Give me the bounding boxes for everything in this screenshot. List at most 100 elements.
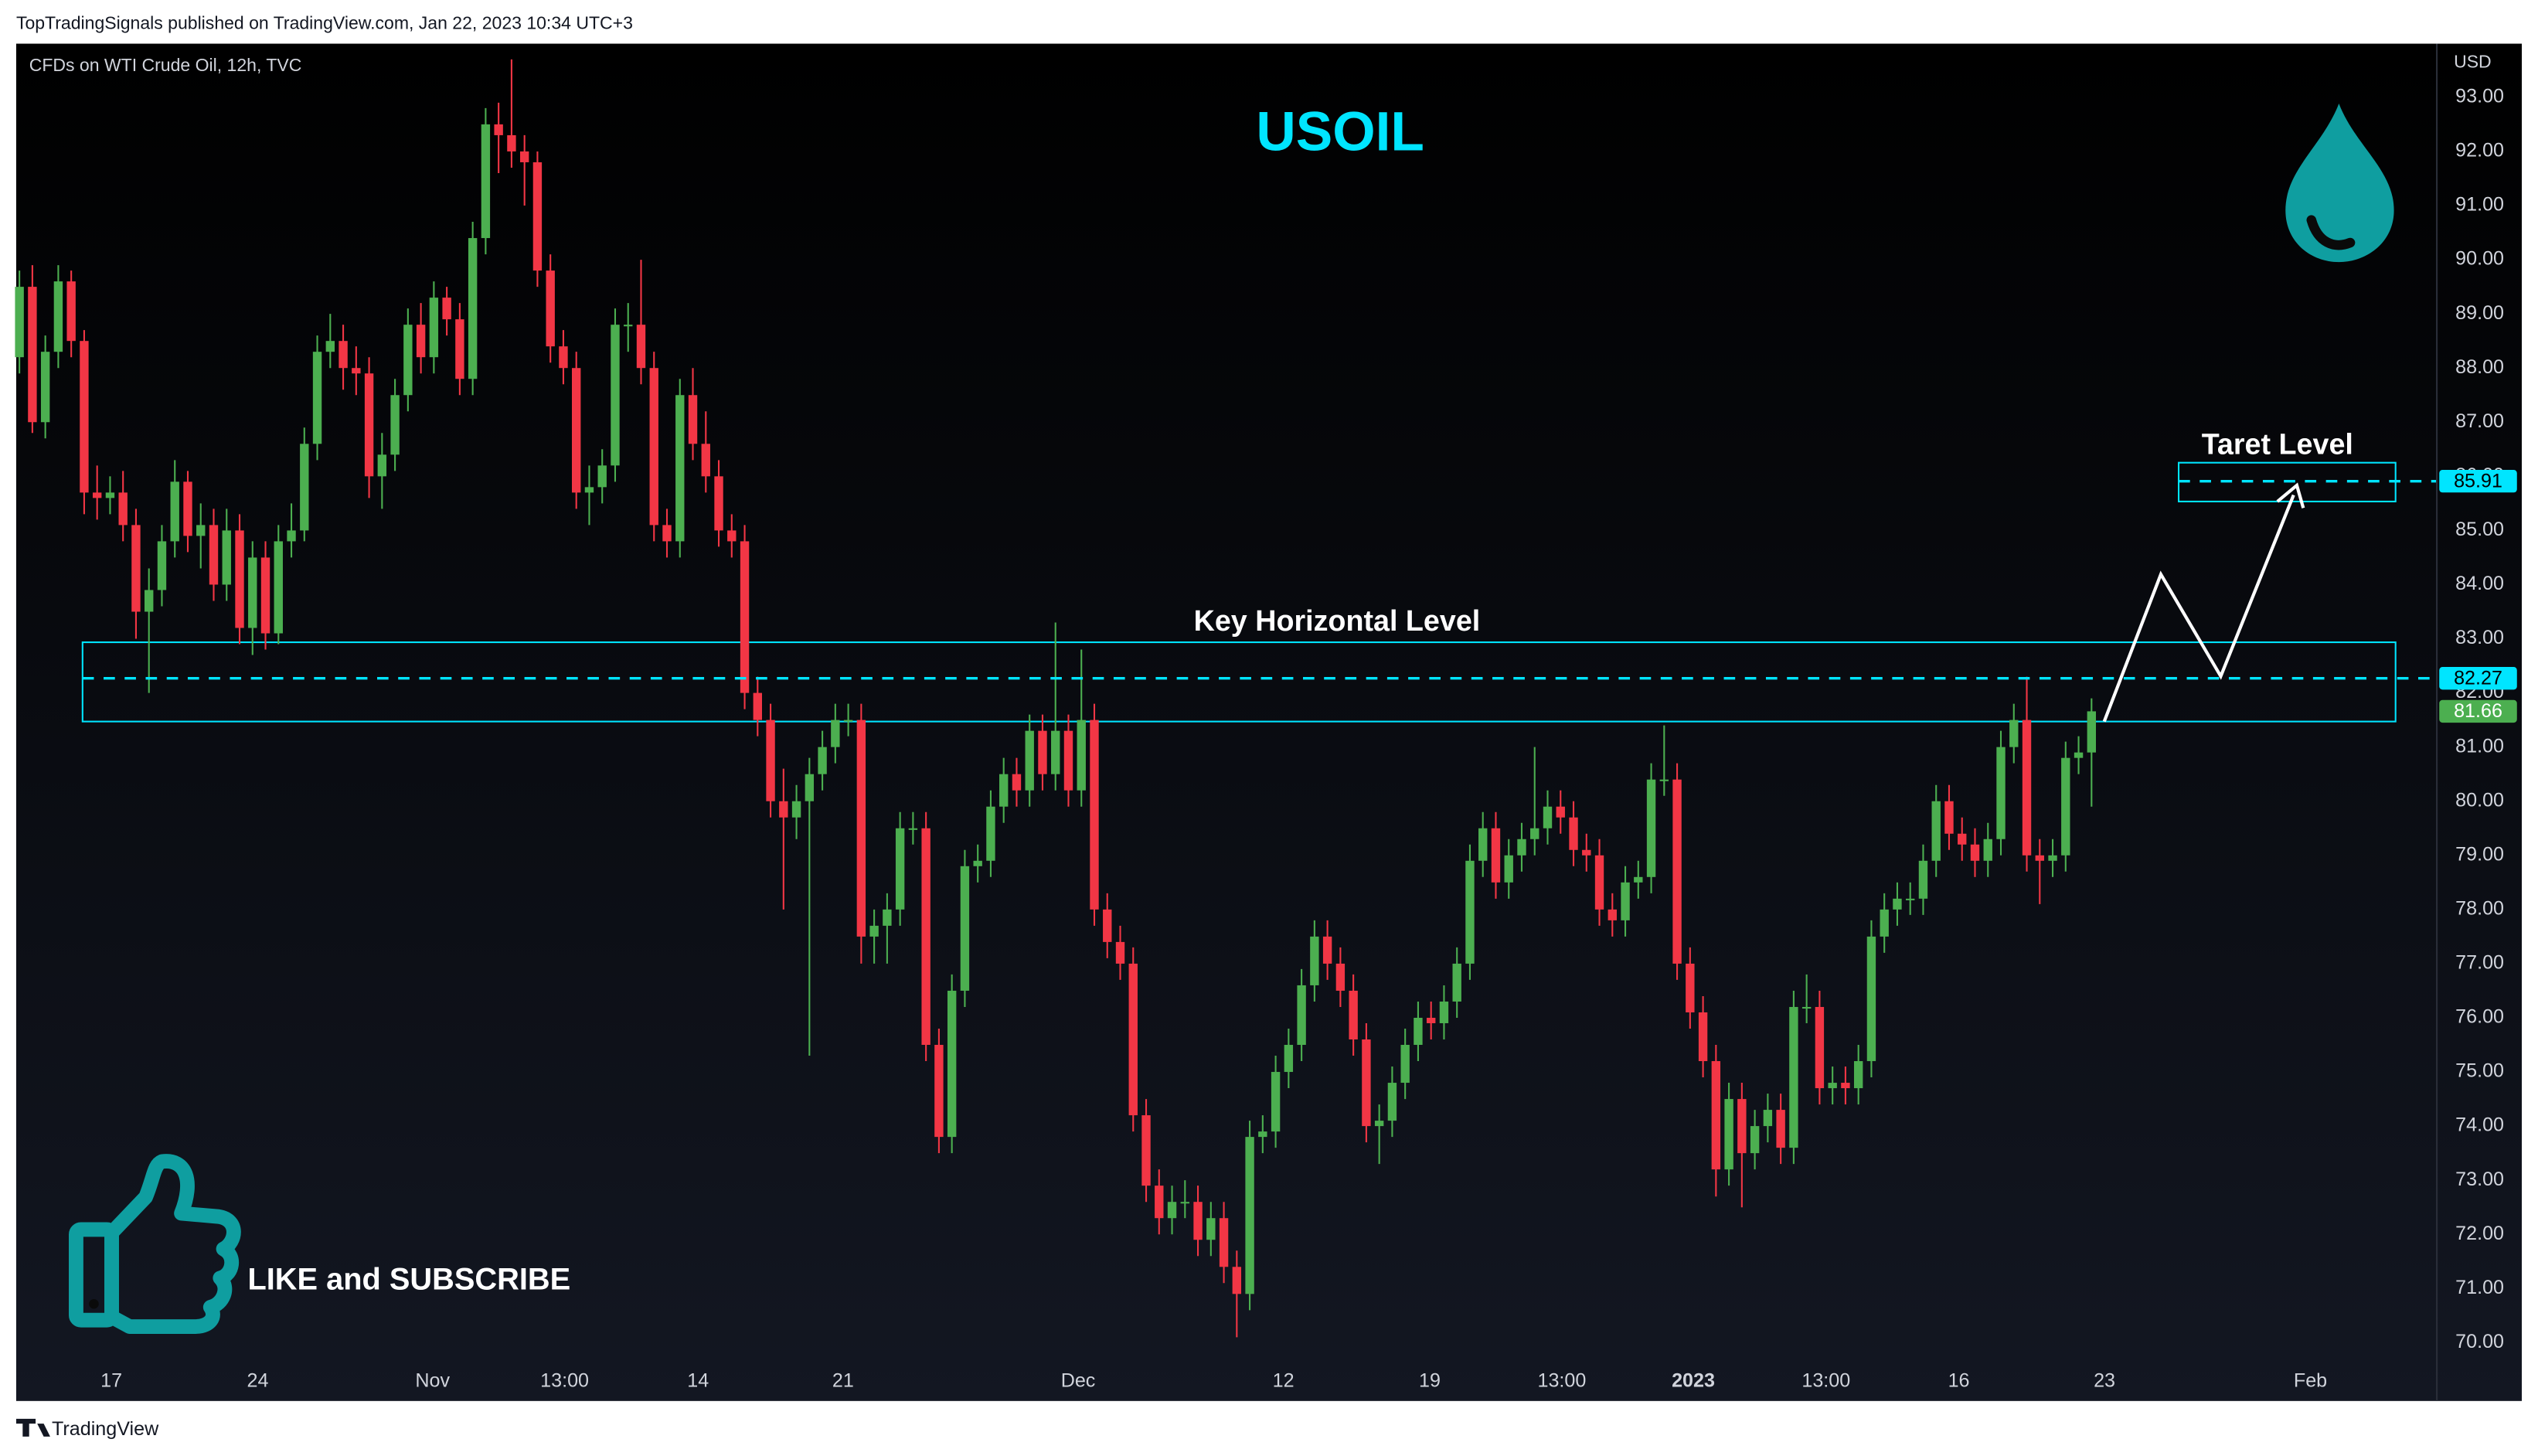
- candle-body: [2061, 757, 2070, 856]
- key-price-tag: 82.27: [2454, 667, 2502, 689]
- candle-body: [1155, 1186, 1164, 1219]
- candle-body: [507, 134, 516, 151]
- key-price-tag-bg: [2439, 667, 2517, 690]
- drop-icon-shine: [2306, 215, 2356, 250]
- candle-body: [105, 492, 115, 498]
- candle-body: [131, 525, 141, 612]
- candle-body: [170, 481, 179, 542]
- price-axis-border: [2436, 43, 2438, 1401]
- candle-body: [869, 925, 879, 937]
- candle-body: [1103, 909, 1112, 942]
- plot-layer: 70.00 71.00 72.00 73.00 74.00 75.00 76.00 77.00…: [15, 59, 2517, 1391]
- candle-body: [1724, 1099, 1733, 1170]
- x-tick-label: 12: [1273, 1369, 1295, 1391]
- candle-body: [831, 719, 840, 747]
- candle-body: [546, 270, 555, 347]
- candle-body: [1374, 1121, 1384, 1127]
- projection-path: [2102, 494, 2295, 723]
- cta-label: LIKE and SUBSCRIBE: [247, 1262, 570, 1296]
- candle-body: [339, 341, 348, 369]
- candle-body: [1349, 990, 1358, 1040]
- candle-body: [2087, 711, 2097, 753]
- candle-body: [624, 325, 633, 327]
- x-tick-label: 24: [247, 1369, 268, 1391]
- candle-body: [597, 465, 607, 488]
- candle-body: [688, 395, 698, 444]
- candle-body: [986, 806, 995, 861]
- candle-body: [1750, 1126, 1760, 1154]
- x-tick-label: Dec: [1061, 1369, 1096, 1391]
- candle-body: [416, 325, 426, 358]
- y-tick-label: 70.00: [2455, 1331, 2504, 1352]
- x-tick-label: 13:00: [1801, 1369, 1850, 1391]
- candle-body: [740, 541, 750, 693]
- candle-body: [791, 801, 801, 818]
- last-price-tag: 81.66: [2454, 700, 2502, 722]
- candle-body: [1594, 855, 1604, 910]
- candle-body: [843, 719, 853, 722]
- candle-body: [312, 352, 322, 444]
- candle-body: [442, 298, 451, 320]
- candle-body: [145, 590, 154, 612]
- candle-body: [183, 481, 192, 536]
- candle-body: [1193, 1202, 1203, 1240]
- y-tick-label: 72.00: [2455, 1223, 2504, 1244]
- candle-body: [196, 525, 206, 536]
- candle-body: [1362, 1039, 1371, 1127]
- key-label: Key Horizontal Level: [1194, 604, 1481, 637]
- candle-body: [1970, 844, 1980, 861]
- candle-body: [921, 828, 930, 1046]
- symbol-label: CFDs on WTI Crude Oil, 12h, TVC: [29, 55, 302, 75]
- x-tick-label: 19: [1419, 1369, 1441, 1391]
- candle-body: [15, 287, 24, 358]
- candle-body: [1478, 828, 1488, 861]
- candle-body: [973, 860, 982, 866]
- candle-body: [1322, 936, 1332, 964]
- candle-body: [1206, 1218, 1216, 1240]
- y-tick-label: 91.00: [2455, 194, 2504, 216]
- candle-body: [1077, 719, 1086, 791]
- candle-body: [1090, 719, 1099, 910]
- candle-body: [1659, 779, 1669, 781]
- candle-body: [1906, 898, 1915, 900]
- candle-body: [934, 1045, 944, 1138]
- candle-body: [1996, 747, 2006, 839]
- x-tick-label: 14: [687, 1369, 709, 1391]
- candle-body: [1025, 730, 1034, 791]
- candle-body: [1063, 730, 1073, 791]
- candle-body: [1582, 849, 1591, 856]
- candle-body: [287, 530, 296, 542]
- candle-body: [1958, 833, 1967, 845]
- candle-body: [1789, 1006, 1798, 1148]
- candle-body: [572, 368, 581, 493]
- x-tick-label: 2023: [1672, 1369, 1715, 1391]
- target-price-tag: 85.91: [2454, 470, 2502, 492]
- candle-body: [1853, 1061, 1863, 1089]
- x-tick-label: 16: [1948, 1369, 1970, 1391]
- candle-body: [1439, 1001, 1449, 1023]
- candle-body: [1880, 909, 1889, 937]
- candle-body: [1012, 774, 1022, 791]
- x-tick-label: 13:00: [1538, 1369, 1587, 1391]
- candle-body: [1737, 1099, 1747, 1154]
- candle-body: [636, 325, 646, 369]
- candle-body: [1491, 828, 1501, 883]
- y-tick-label: 93.00: [2455, 86, 2504, 107]
- x-tick-label: 21: [832, 1369, 854, 1391]
- candle-body: [28, 287, 37, 423]
- candle-body: [779, 801, 788, 818]
- candle-body: [494, 124, 503, 135]
- candle-body: [1180, 1202, 1189, 1204]
- candle-body: [1776, 1110, 1785, 1148]
- candle-body: [532, 162, 543, 271]
- candle-body: [649, 368, 658, 526]
- target-price-tag-bg: [2439, 469, 2517, 493]
- candle-body: [1128, 963, 1138, 1116]
- candle-body: [1115, 941, 1125, 964]
- candle-body: [325, 341, 335, 352]
- thumb-icon: [69, 1154, 241, 1334]
- candle-body: [260, 557, 270, 634]
- candle-body: [2048, 855, 2057, 861]
- candle-body: [274, 541, 283, 634]
- candle-body: [1297, 985, 1306, 1046]
